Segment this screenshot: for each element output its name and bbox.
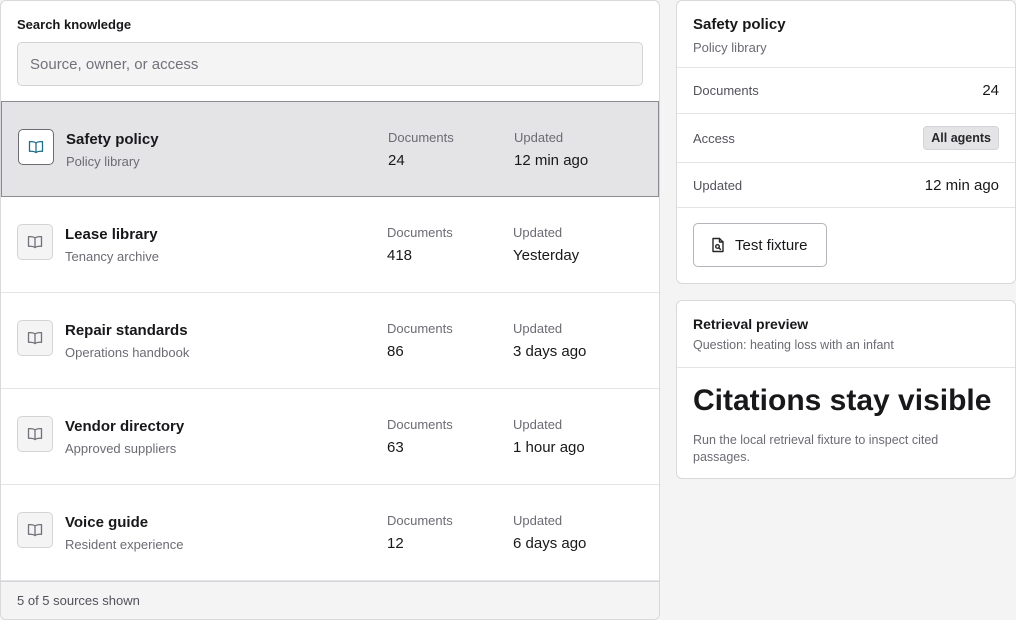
documents-count: 86 [387, 343, 404, 360]
detail-subtitle: Policy library [693, 40, 767, 55]
updated-label: Updated [513, 321, 563, 336]
source-subtitle: Policy library [66, 154, 140, 169]
documents-count: 63 [387, 439, 404, 456]
updated-value: 6 days ago [513, 535, 587, 552]
detail-documents-label: Documents [693, 83, 759, 98]
documents-label: Documents [388, 130, 454, 145]
source-subtitle: Tenancy archive [65, 249, 159, 264]
source-title: Safety policy [66, 131, 159, 148]
detail-title: Safety policy [693, 16, 786, 33]
preview-body: Citations stay visible Run the local ret… [677, 368, 1015, 466]
updated-label: Updated [513, 513, 563, 528]
retrieval-preview-card: Retrieval preview Question: heating loss… [676, 300, 1016, 479]
search-label: Search knowledge [17, 17, 132, 32]
source-subtitle: Resident experience [65, 537, 184, 552]
detail-updated-label: Updated [693, 177, 743, 193]
book-icon [17, 416, 53, 452]
documents-label: Documents [387, 513, 453, 528]
detail-access-label: Access [693, 130, 735, 146]
source-detail-card: Safety policy Policy library Documents 2… [676, 0, 1016, 284]
updated-label: Updated [513, 417, 563, 432]
source-row[interactable]: Lease library Tenancy archive Documents 418… [1, 197, 659, 293]
detail-documents-row: Documents 24 [677, 68, 1015, 114]
book-icon [17, 320, 53, 356]
preview-question: Question: heating loss with an infant [693, 338, 894, 352]
documents-label: Documents [387, 321, 453, 336]
preview-headline: Citations stay visible [693, 384, 992, 417]
source-row[interactable]: Vendor directory Approved suppliers Docume… [1, 389, 659, 485]
search-input[interactable] [17, 42, 643, 86]
detail-access-row: Access All agents [677, 114, 1015, 163]
preview-title: Retrieval preview [693, 316, 809, 332]
source-row[interactable]: Voice guide Resident experience Documents 1… [1, 485, 659, 581]
updated-label: Updated [513, 225, 563, 240]
source-row[interactable]: Safety policy Policy library Documents 24 Up… [1, 101, 659, 197]
detail-updated-value: 12 min ago [924, 176, 999, 194]
documents-count: 12 [387, 535, 404, 552]
updated-value: 1 hour ago [513, 439, 585, 456]
source-title: Voice guide [65, 514, 149, 531]
source-title: Repair standards [65, 322, 188, 339]
detail-header: Safety policy Policy library [677, 1, 1015, 68]
updated-label: Updated [514, 130, 564, 145]
book-icon [17, 224, 53, 260]
documents-count: 24 [388, 152, 405, 169]
updated-value: 3 days ago [513, 343, 587, 360]
preview-header: Retrieval preview Question: heating loss… [677, 301, 1015, 368]
source-list: Safety policy Policy library Documents 24 Up… [1, 101, 659, 581]
book-icon [18, 129, 54, 165]
documents-label: Documents [387, 225, 453, 240]
updated-value: 12 min ago [514, 152, 589, 169]
test-fixture-button[interactable]: Test fixture [693, 223, 827, 267]
preview-description: Run the local retrieval fixture to inspe… [693, 433, 939, 464]
source-title: Lease library [65, 226, 158, 243]
search-area: Search knowledge [1, 1, 659, 102]
sources-count: 5 of 5 sources shown [1, 581, 659, 619]
detail-updated-row: Updated 12 min ago [677, 163, 1015, 208]
book-icon [17, 512, 53, 548]
updated-value: Yesterday [513, 247, 580, 264]
source-subtitle: Approved suppliers [65, 441, 177, 456]
file-search-icon [711, 237, 725, 253]
source-subtitle: Operations handbook [65, 345, 190, 360]
documents-count: 418 [387, 247, 413, 264]
documents-label: Documents [387, 417, 453, 432]
test-fixture-label: Test fixture [735, 236, 808, 254]
detail-documents-value: 24 [982, 82, 999, 99]
source-row[interactable]: Repair standards Operations handbook Docum… [1, 293, 659, 389]
source-title: Vendor directory [65, 418, 185, 435]
access-badge: All agents [923, 126, 999, 150]
sources-panel: Search knowledge Safety policy Policy lib… [0, 0, 660, 620]
